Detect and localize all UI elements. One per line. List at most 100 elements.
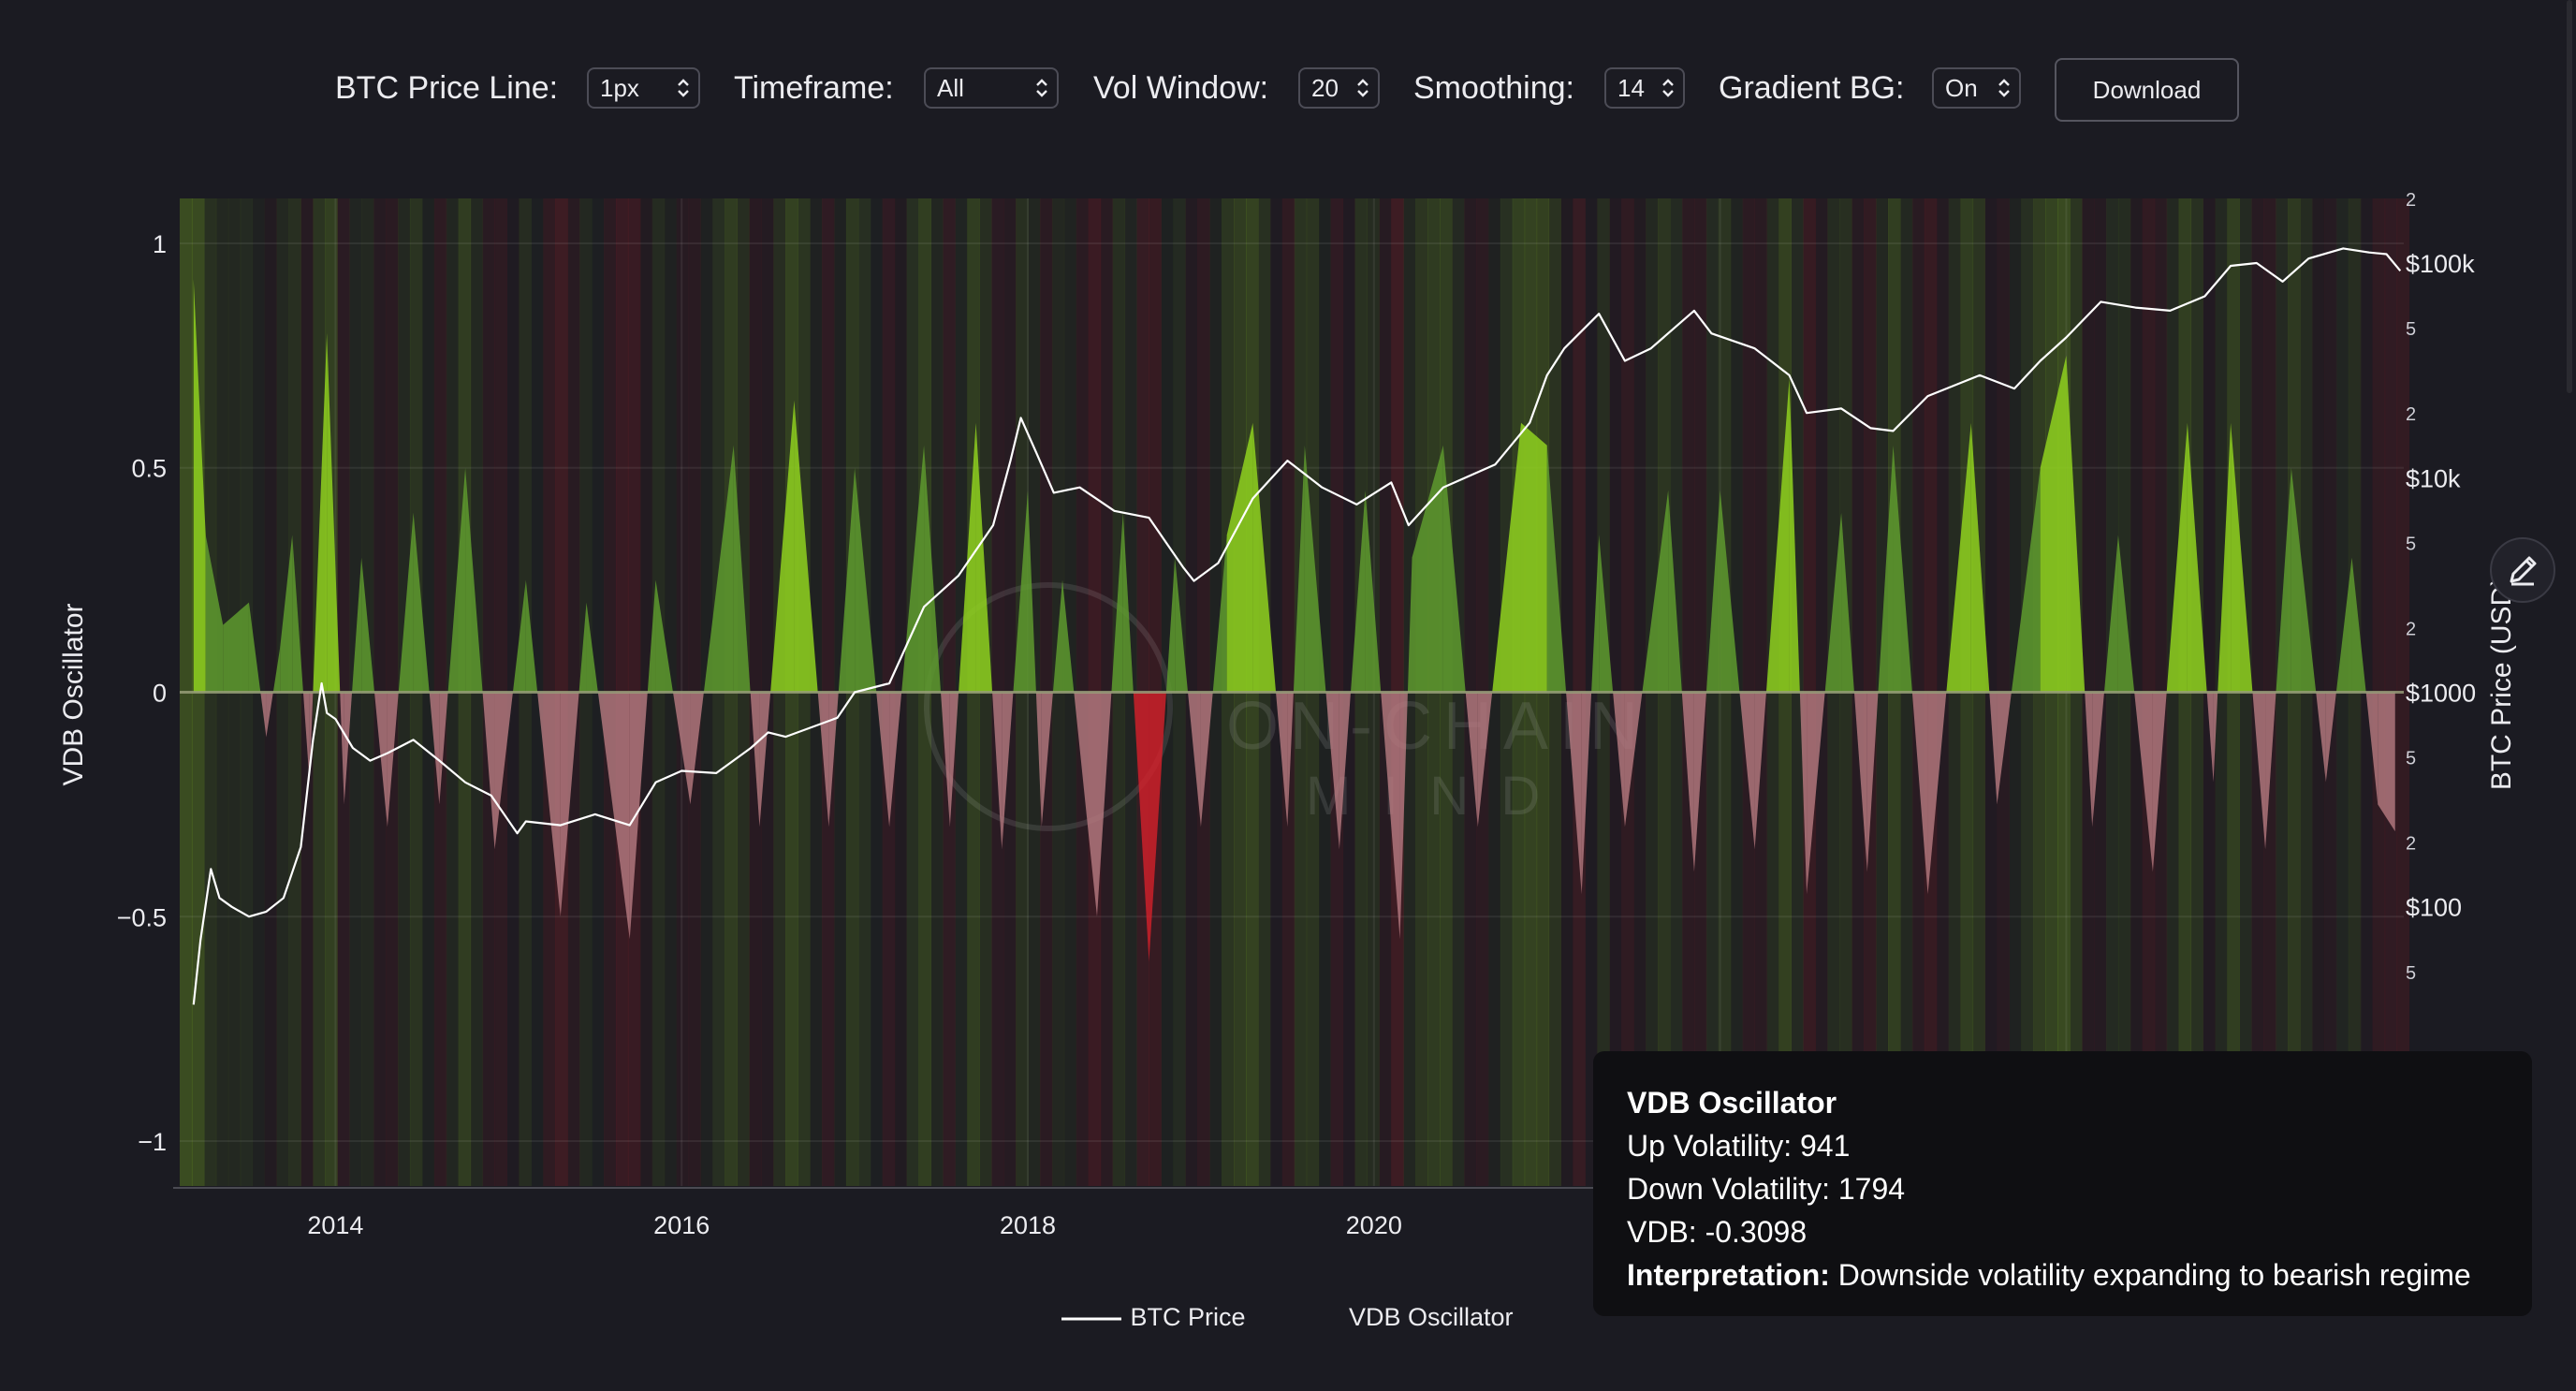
watermark: ON-CHAIN MIND (924, 582, 1638, 831)
vdb-area-segment (1911, 692, 1928, 895)
vdb-area-segment (387, 692, 399, 827)
vol-window-select[interactable]: 20 (1298, 67, 1380, 109)
tooltip-down-volatility: Down Volatility: 1794 (1627, 1172, 1906, 1206)
vol-window-value: 20 (1311, 74, 1339, 102)
scrollbar[interactable] (2567, 0, 2572, 393)
hover-tooltip: VDB Oscillator Up Volatility: 941 Down V… (1593, 1051, 2532, 1316)
vdb-area-segment (465, 467, 483, 693)
tooltip-interpretation-text: Downside volatility expanding to bearish… (1837, 1258, 2471, 1292)
vdb-area-segment (2103, 534, 2118, 693)
vdb-area-segment (223, 602, 249, 693)
vdb-area-segment (1591, 534, 1600, 693)
vdb-area-segment (2378, 692, 2395, 832)
vdb-area-segment (992, 692, 1003, 850)
vdb-area-segment (2335, 557, 2352, 693)
vdb-area-segment (2351, 557, 2366, 693)
vdb-area-segment (1465, 692, 1478, 827)
vdb-area-segment (1165, 557, 1176, 693)
legend-label-price: BTC Price (1130, 1303, 1246, 1331)
legend-label-osc: VDB Oscillator (1349, 1303, 1514, 1331)
legend-line-swatch (1061, 1317, 1121, 1321)
vdb-area-segment (1052, 579, 1063, 693)
vdb-area-segment (512, 579, 526, 693)
vdb-area-segment (2316, 692, 2326, 783)
vdb-area-segment (655, 579, 673, 693)
vdb-area-segment (1765, 377, 1790, 693)
vdb-area-segment (759, 692, 771, 827)
vdb-area-segment (1613, 692, 1625, 827)
vdb-area-segment (690, 692, 704, 805)
right-tick-label: $1000 (2406, 680, 2476, 708)
legend-item-price[interactable]: BTC Price (1060, 1303, 1246, 1332)
vdb-area-segment (2365, 692, 2378, 805)
vdb-area-segment (838, 467, 856, 693)
vdb-area-segment (1035, 692, 1042, 827)
vdb-area-segment (1350, 490, 1366, 693)
vdb-area-segment (1339, 692, 1351, 850)
vdb-area-segment (1946, 422, 1971, 693)
chevron-updown-icon (1036, 79, 1047, 97)
vdb-area-segment (1002, 692, 1014, 850)
right-minor-tick-label: 5 (2406, 319, 2416, 340)
vdb-area-segment (1878, 445, 1894, 693)
vdb-area-segment (205, 534, 224, 693)
vdb-area-segment (1989, 692, 1998, 805)
vdb-area-segment (340, 692, 344, 805)
vdb-area-segment (1175, 557, 1189, 693)
vdb-area-segment (1520, 422, 1547, 693)
vdb-area-segment (949, 692, 959, 827)
right-axis-title: BTC Price (USD) (2486, 577, 2517, 790)
vdb-area-segment (1642, 490, 1669, 693)
right-minor-tick-label: 5 (2406, 963, 2416, 984)
vdb-area-segment (1188, 692, 1201, 827)
vdb-area-segment (733, 445, 751, 693)
vdb-area-segment (2291, 467, 2317, 693)
vdb-area-segment (260, 692, 267, 738)
left-tick-label: 0 (153, 680, 167, 708)
pencil-icon (2510, 556, 2537, 586)
vdb-area-segment (2117, 534, 2135, 693)
vdb-area-segment (672, 692, 691, 805)
vdb-area-segment (959, 422, 976, 693)
vdb-area-segment (1566, 692, 1582, 895)
vdb-area-segment (1546, 445, 1567, 693)
download-button[interactable]: Download (2055, 58, 2239, 122)
vdb-area-segment (1970, 422, 1990, 693)
vdb-area-segment (2011, 467, 2041, 693)
vdb-area-segment (629, 692, 648, 940)
vdb-area-segment (1304, 445, 1326, 693)
chevron-updown-icon (1998, 79, 2010, 97)
left-axis-title: VDB Oscillator (58, 603, 89, 785)
vdb-area-segment (439, 692, 448, 805)
legend-item-osc[interactable]: VDB Oscillator (1349, 1303, 1514, 1332)
vdb-area-segment (1365, 490, 1382, 693)
right-minor-tick-label: 2 (2406, 834, 2416, 855)
vdb-area-segment (280, 534, 293, 693)
vdb-area-segment (1477, 692, 1493, 827)
gradient-bg-select[interactable]: On (1932, 67, 2021, 109)
vdb-area-segment (2066, 355, 2086, 693)
smoothing-select[interactable]: 14 (1604, 67, 1685, 109)
vdb-area-segment (302, 692, 310, 783)
vdb-area-segment (1407, 557, 1412, 693)
vdb-area-segment (2166, 422, 2188, 693)
vdb-area-segment (1399, 692, 1408, 940)
vdb-area-segment (1276, 692, 1288, 827)
vdb-area-segment (2040, 355, 2067, 693)
vdb-area-segment (1226, 422, 1253, 693)
vdb-area-segment (1028, 490, 1036, 693)
vdb-area-segment (817, 692, 829, 827)
vdb-area-segment (828, 692, 839, 827)
vdb-area-segment (1807, 692, 1825, 895)
vdb-area-segment (2213, 692, 2218, 783)
vdb-area-segment (855, 467, 877, 693)
vdb-area-segment (429, 692, 440, 805)
right-minor-tick-label: 5 (2406, 534, 2416, 554)
vdb-area-segment (1133, 692, 1149, 962)
vdb-area-segment (1720, 490, 1740, 693)
vdb-area-segment (313, 332, 328, 693)
price-line-select[interactable]: 1px (587, 67, 700, 109)
edit-button[interactable] (2490, 537, 2555, 603)
timeframe-select[interactable]: All (924, 67, 1059, 109)
